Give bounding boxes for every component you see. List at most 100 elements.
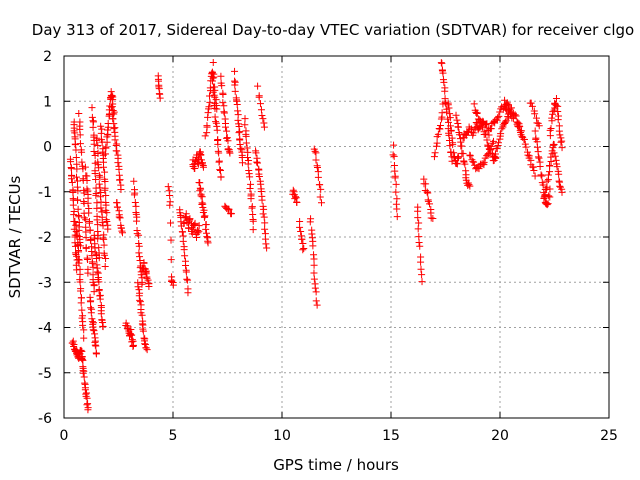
data-point [317,185,325,193]
data-point [128,331,136,339]
data-point [90,282,98,290]
data-point [414,225,422,233]
y-tick-label: -6 [38,411,52,427]
data-point [507,104,515,112]
data-point [197,156,205,164]
data-point [231,67,239,75]
data-point [206,98,214,106]
data-point [142,270,150,278]
data-point [249,217,257,225]
data-point [84,199,92,207]
data-point [110,125,118,133]
data-point [533,143,541,151]
data-point [317,199,325,207]
data-point [238,159,246,167]
data-point [512,112,520,120]
data-point [76,278,84,286]
data-point [521,140,529,148]
data-point [216,166,224,174]
data-point [393,213,401,221]
data-point [490,137,498,145]
data-point [101,178,109,186]
data-point [390,141,398,149]
data-point [90,140,98,148]
data-point [234,116,242,124]
data-point [93,216,101,224]
data-point [392,180,400,188]
data-point [496,108,504,116]
data-point [113,147,121,155]
data-point [71,217,79,225]
data-point [214,140,222,148]
data-point [67,175,75,183]
data-point [210,91,218,99]
data-point [558,188,566,196]
data-point [108,103,116,111]
data-point [87,297,95,305]
data-point [73,231,81,239]
data-point [309,242,317,250]
data-point [197,151,205,159]
data-point [255,172,263,180]
data-point [472,119,480,127]
data-point [415,219,423,227]
data-point [547,125,555,133]
data-point [85,219,93,227]
data-point [495,112,503,120]
data-point [156,94,164,102]
data-point [292,193,300,201]
data-point [554,116,562,124]
data-point [72,221,80,229]
data-point [89,263,97,271]
data-point [535,122,543,130]
x-tick-label: 15 [382,428,400,444]
data-point [89,326,97,334]
data-point [505,113,513,121]
data-point [114,159,122,167]
data-point [135,249,143,257]
data-point [135,231,143,239]
data-point [93,254,101,262]
data-point [227,210,235,218]
data-point [110,108,118,116]
data-point [198,160,206,168]
data-point [414,207,422,215]
data-point [167,236,175,244]
data-point [82,216,90,224]
data-point [143,346,151,354]
x-tick-label: 25 [600,428,618,444]
data-point [430,153,438,161]
data-point [391,167,399,175]
y-axis-label: SDTVAR / TECUs [6,175,24,298]
data-point [235,129,243,137]
data-point [137,271,145,279]
data-point [199,163,207,171]
data-point [543,201,551,209]
data-point [427,214,435,222]
data-point [68,178,76,186]
data-point [93,268,101,276]
data-point [212,118,220,126]
data-point [202,221,210,229]
data-point [241,121,249,129]
data-point [445,104,453,112]
data-point [484,150,492,158]
data-point [136,298,144,306]
data-point [97,122,105,130]
data-point [215,149,223,157]
data-point [234,107,242,115]
data-point [145,283,153,291]
data-point [520,135,528,143]
data-point [215,158,223,166]
data-point [220,109,228,117]
data-point [390,152,398,160]
data-point [528,102,536,110]
x-tick-label: 5 [169,428,178,444]
data-point [262,240,270,248]
data-point [446,114,454,122]
data-point [115,165,123,173]
data-point [93,136,101,144]
data-point [198,193,206,201]
data-point [418,271,426,279]
